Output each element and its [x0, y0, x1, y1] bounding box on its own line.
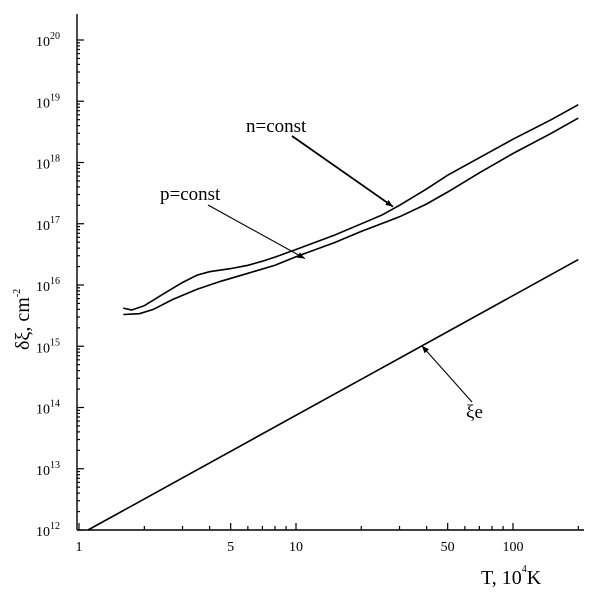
- y-tick-label: 1013: [36, 460, 60, 479]
- y-tick-exponent: 15: [50, 337, 60, 348]
- arrow-shaft: [291, 135, 394, 208]
- y-tick-base: 10: [36, 219, 50, 234]
- y-axis-label-sup: -2: [12, 289, 23, 297]
- annotation-n-const-arrow: [291, 135, 394, 208]
- annotation-n-const: n=const: [246, 116, 307, 137]
- y-tick-base: 10: [36, 403, 50, 418]
- arrow-shaft: [421, 345, 473, 403]
- x-tick-label: 100: [503, 540, 524, 555]
- y-tick-label: 1017: [36, 215, 60, 234]
- annotations: n=const p=const ξe: [160, 116, 483, 423]
- y-tick-base: 10: [36, 341, 50, 356]
- y-tick-label: 1015: [36, 337, 60, 356]
- annotation-xi-e-arrow: [421, 345, 473, 403]
- y-tick-label: 1014: [36, 399, 60, 418]
- y-tick-label: 1019: [36, 92, 60, 111]
- annotation-p-const: p=const: [160, 184, 221, 205]
- arrow-head: [297, 252, 305, 259]
- x-ticks: 1 5 10 50 100: [76, 523, 579, 555]
- y-tick-label: 1012: [36, 521, 60, 540]
- y-tick-label: 1018: [36, 154, 60, 173]
- y-tick-exponent: 18: [50, 154, 60, 165]
- y-tick-label: 1020: [36, 31, 60, 50]
- y-tick-exponent: 14: [50, 399, 60, 410]
- arrow-head: [421, 345, 429, 354]
- y-tick-base: 10: [36, 35, 50, 50]
- series-xi-e-line: [87, 258, 579, 531]
- x-tick-label: 10: [289, 540, 303, 555]
- y-tick-exponent: 20: [50, 31, 60, 42]
- arrow-head: [385, 199, 394, 207]
- annotation-xi-e: ξe: [466, 402, 483, 423]
- x-axis-label-sup: 4: [522, 564, 527, 575]
- y-tick-exponent: 12: [50, 521, 60, 532]
- x-tick-label: 50: [441, 540, 455, 555]
- y-tick-exponent: 16: [50, 276, 60, 287]
- x-axis-label-text: T, 10: [481, 567, 522, 589]
- y-axis-label-text: δξ, cm: [12, 297, 34, 350]
- x-tick-label: 5: [227, 540, 234, 555]
- axes: [76, 14, 584, 531]
- series-n-const-line: [123, 104, 579, 311]
- annotation-p-const-arrow: [207, 204, 306, 260]
- arrow-shaft: [207, 204, 306, 260]
- series-lines: [87, 104, 579, 531]
- y-axis-label: δξ, cm-2: [12, 289, 34, 350]
- series-p-const-line: [123, 117, 579, 316]
- y-tick-base: 10: [36, 525, 50, 540]
- y-tick-exponent: 19: [50, 92, 60, 103]
- x-axis-label-unit: K: [527, 567, 542, 589]
- y-tick-label: 1016: [36, 276, 60, 295]
- x-tick-label: 1: [76, 540, 83, 555]
- y-tick-base: 10: [36, 464, 50, 479]
- y-tick-base: 10: [36, 96, 50, 111]
- y-tick-exponent: 13: [50, 460, 60, 471]
- axis-labels: T, 104K δξ, cm-2: [12, 289, 542, 589]
- y-tick-base: 10: [36, 158, 50, 173]
- y-tick-exponent: 17: [50, 215, 60, 226]
- x-axis-label: T, 104K: [481, 564, 542, 589]
- y-tick-base: 10: [36, 280, 50, 295]
